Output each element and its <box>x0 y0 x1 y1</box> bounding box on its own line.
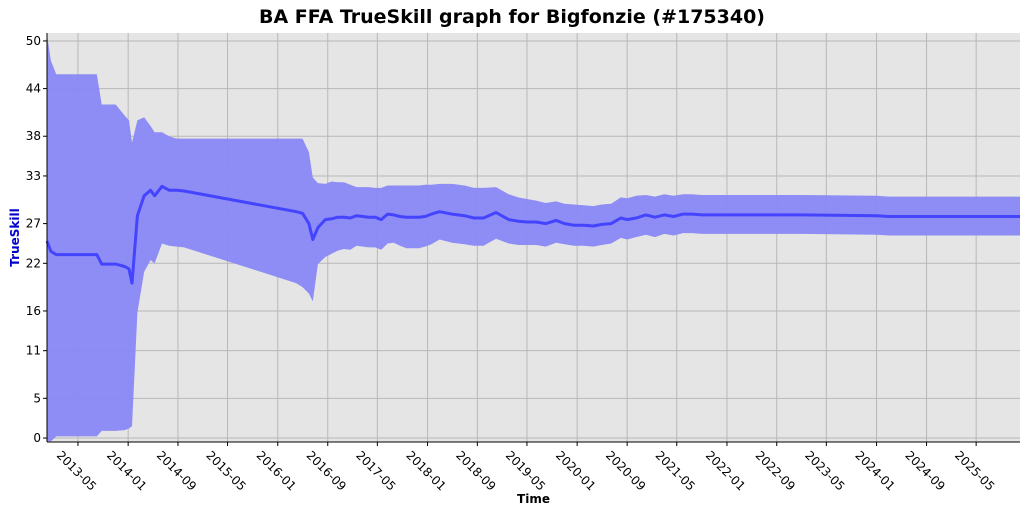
y-tick-label: 27 <box>26 217 41 231</box>
x-tick-label: 2017-05 <box>353 448 398 493</box>
y-tick-label: 44 <box>26 82 41 96</box>
y-tick-labels: 0 5 11 16 22 27 33 38 44 50 <box>26 34 41 445</box>
x-tick-label: 2024-09 <box>902 448 947 493</box>
x-tick-label: 2013-05 <box>54 448 99 493</box>
x-tick-label: 2014-01 <box>104 448 149 493</box>
trueskill-line <box>45 184 1020 285</box>
x-tick-label: 2014-09 <box>154 448 199 493</box>
x-tick-label: 2016-09 <box>304 448 349 493</box>
y-tick-label: 16 <box>26 304 41 318</box>
x-tick-label: 2022-01 <box>703 448 748 493</box>
x-tick-label: 2024-01 <box>852 448 897 493</box>
x-tick-label: 2016-01 <box>254 448 299 493</box>
x-tick-label: 2025-05 <box>952 448 997 493</box>
y-tick-label: 0 <box>33 431 41 445</box>
y-tick-label: 38 <box>26 129 41 143</box>
x-tick-labels: 2013-05 2014-01 2014-09 2015-05 2016-01 2016-… <box>54 448 998 493</box>
x-tick-label: 2020-01 <box>553 448 598 493</box>
x-tick-label: 2023-05 <box>802 448 847 493</box>
x-tick-label: 2018-09 <box>453 448 498 493</box>
axes <box>43 33 1020 446</box>
x-tick-label: 2020-09 <box>603 448 648 493</box>
y-axis-label: TrueSkill <box>8 208 22 266</box>
y-tick-label: 33 <box>26 169 41 183</box>
chart-title: BA FFA TrueSkill graph for Bigfonzie (#1… <box>259 6 765 28</box>
x-tick-label: 2022-09 <box>753 448 798 493</box>
y-tick-label: 22 <box>26 256 41 270</box>
x-tick-label: 2021-05 <box>653 448 698 493</box>
x-tick-label: 2019-05 <box>503 448 548 493</box>
x-tick-label: 2015-05 <box>203 448 248 493</box>
y-tick-label: 5 <box>33 391 41 405</box>
y-tick-label: 11 <box>26 344 41 358</box>
y-tick-label: 50 <box>26 34 41 48</box>
x-axis-label: Time <box>517 492 550 506</box>
uncertainty-band <box>47 34 1020 442</box>
x-tick-label: 2018-01 <box>403 448 448 493</box>
